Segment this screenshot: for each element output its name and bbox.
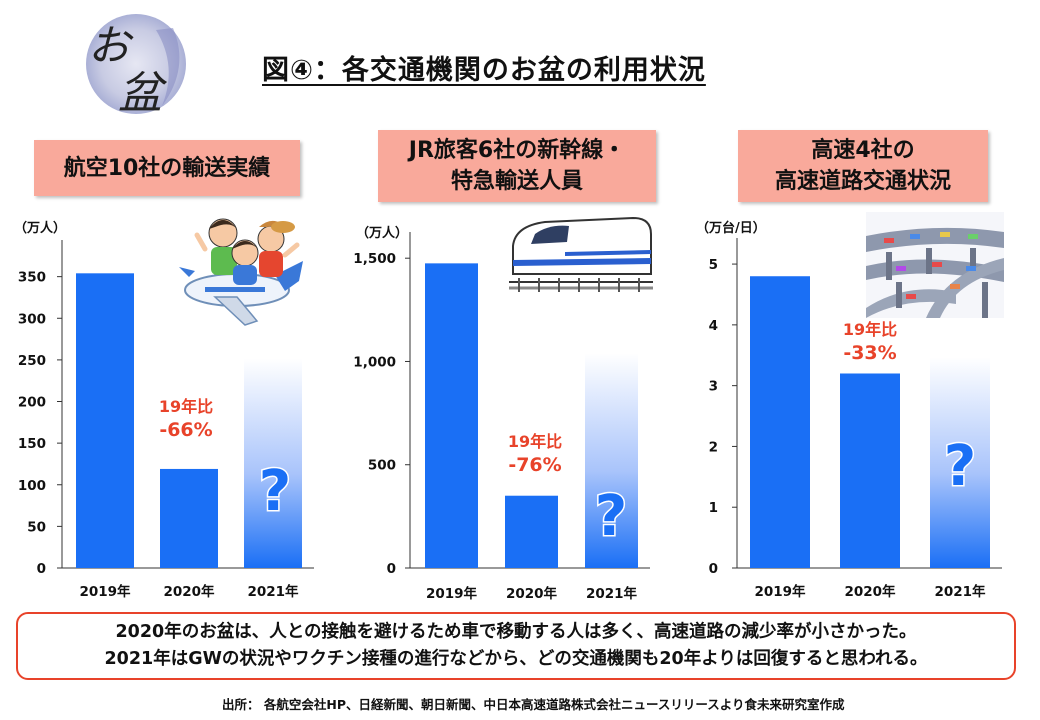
- y-tick-label: 50: [27, 519, 46, 535]
- panel-title-air: 航空10社の輸送実績: [34, 140, 300, 196]
- y-tick-label: 5: [709, 257, 718, 273]
- x-tick-label: 2021年: [586, 585, 638, 602]
- unknown-value-marker: ?: [259, 459, 291, 524]
- panel-title-line: JR旅客6社の新幹線・: [408, 138, 626, 163]
- y-tick-label: 250: [18, 353, 46, 369]
- y-tick-label: 350: [18, 270, 46, 286]
- note-line: 2020年のお盆は、人との接触を避けるため車で移動する人は多く、高速道路の減少率…: [115, 622, 917, 642]
- x-tick-label: 2020年: [506, 585, 558, 602]
- highway-interchange-icon: [866, 212, 1004, 318]
- y-tick-label: 1,500: [353, 251, 396, 267]
- x-tick-label: 2019年: [426, 585, 478, 602]
- page-title: 図④：各交通機関のお盆の利用状況: [262, 55, 706, 86]
- panel-title-rail: JR旅客6社の新幹線・ 特急輸送人員: [378, 130, 656, 202]
- x-tick-label: 2021年: [247, 583, 299, 600]
- bar-2020年: [160, 468, 218, 568]
- change-annotation-value: -33%: [843, 342, 896, 364]
- x-tick-label: 2019年: [79, 583, 131, 600]
- unknown-value-marker: ?: [595, 484, 627, 549]
- change-annotation-label: 19年比: [508, 432, 562, 451]
- y-axis-label: （万台/日）: [696, 220, 766, 236]
- bar-2020年: [505, 495, 558, 568]
- y-tick-label: 3: [709, 379, 718, 395]
- y-axis-label: （万人）: [356, 225, 408, 241]
- y-tick-label: 0: [709, 561, 718, 577]
- y-tick-label: 4: [709, 318, 718, 334]
- y-tick-label: 200: [18, 395, 46, 411]
- summary-note: 2020年のお盆は、人との接触を避けるため車で移動する人は多く、高速道路の減少率…: [16, 612, 1016, 680]
- logo-text-bon: 盆: [118, 68, 168, 119]
- bullet-train-icon: [509, 216, 653, 292]
- bar-unknown-2021年: [585, 353, 638, 568]
- y-tick-label: 1,000: [353, 354, 396, 370]
- note-line: 2021年はGWの状況やワクチン接種の進行などから、どの交通機関も20年よりは回…: [104, 649, 928, 669]
- source-caption: 出所： 各航空会社HP、日経新聞、朝日新聞、中日本高速道路株式会社ニュースリリー…: [222, 697, 845, 712]
- x-tick-label: 2020年: [844, 583, 896, 600]
- panel-title-line: 特急輸送人員: [450, 169, 583, 194]
- panel-title-line: 高速道路交通状況: [774, 169, 951, 194]
- bar-unknown-2021年: [244, 358, 302, 568]
- change-annotation-label: 19年比: [159, 397, 213, 416]
- y-tick-label: 1: [709, 500, 718, 516]
- change-annotation-value: -76%: [508, 454, 561, 476]
- y-tick-label: 2: [709, 439, 718, 455]
- unknown-value-marker: ?: [944, 434, 976, 499]
- change-annotation-label: 19年比: [843, 320, 897, 339]
- logo-text-o: お: [88, 21, 134, 70]
- panel-title-highway: 高速4社の 高速道路交通状況: [738, 130, 988, 202]
- y-tick-label: 100: [18, 478, 46, 494]
- x-tick-label: 2020年: [163, 583, 215, 600]
- bar-2019年: [750, 276, 810, 568]
- bar-2019年: [76, 273, 134, 568]
- bar-unknown-2021年: [930, 357, 990, 568]
- obon-logo: お 盆: [86, 14, 186, 119]
- y-tick-label: 0: [387, 561, 396, 577]
- y-tick-label: 150: [18, 436, 46, 452]
- x-tick-label: 2021年: [934, 583, 986, 600]
- change-annotation-value: -66%: [159, 419, 212, 441]
- panel-title-line: 高速4社の: [811, 138, 915, 163]
- bar-2019年: [425, 263, 478, 568]
- y-tick-label: 500: [368, 458, 396, 474]
- family-airplane-icon: [179, 218, 303, 326]
- bar-2020年: [840, 373, 900, 568]
- logo-brush-stroke: [156, 28, 180, 106]
- y-tick-label: 0: [37, 561, 46, 577]
- panel-title-line: 航空10社の輸送実績: [63, 155, 271, 181]
- y-axis-label: （万人）: [14, 220, 66, 236]
- x-tick-label: 2019年: [754, 583, 806, 600]
- y-tick-label: 300: [18, 311, 46, 327]
